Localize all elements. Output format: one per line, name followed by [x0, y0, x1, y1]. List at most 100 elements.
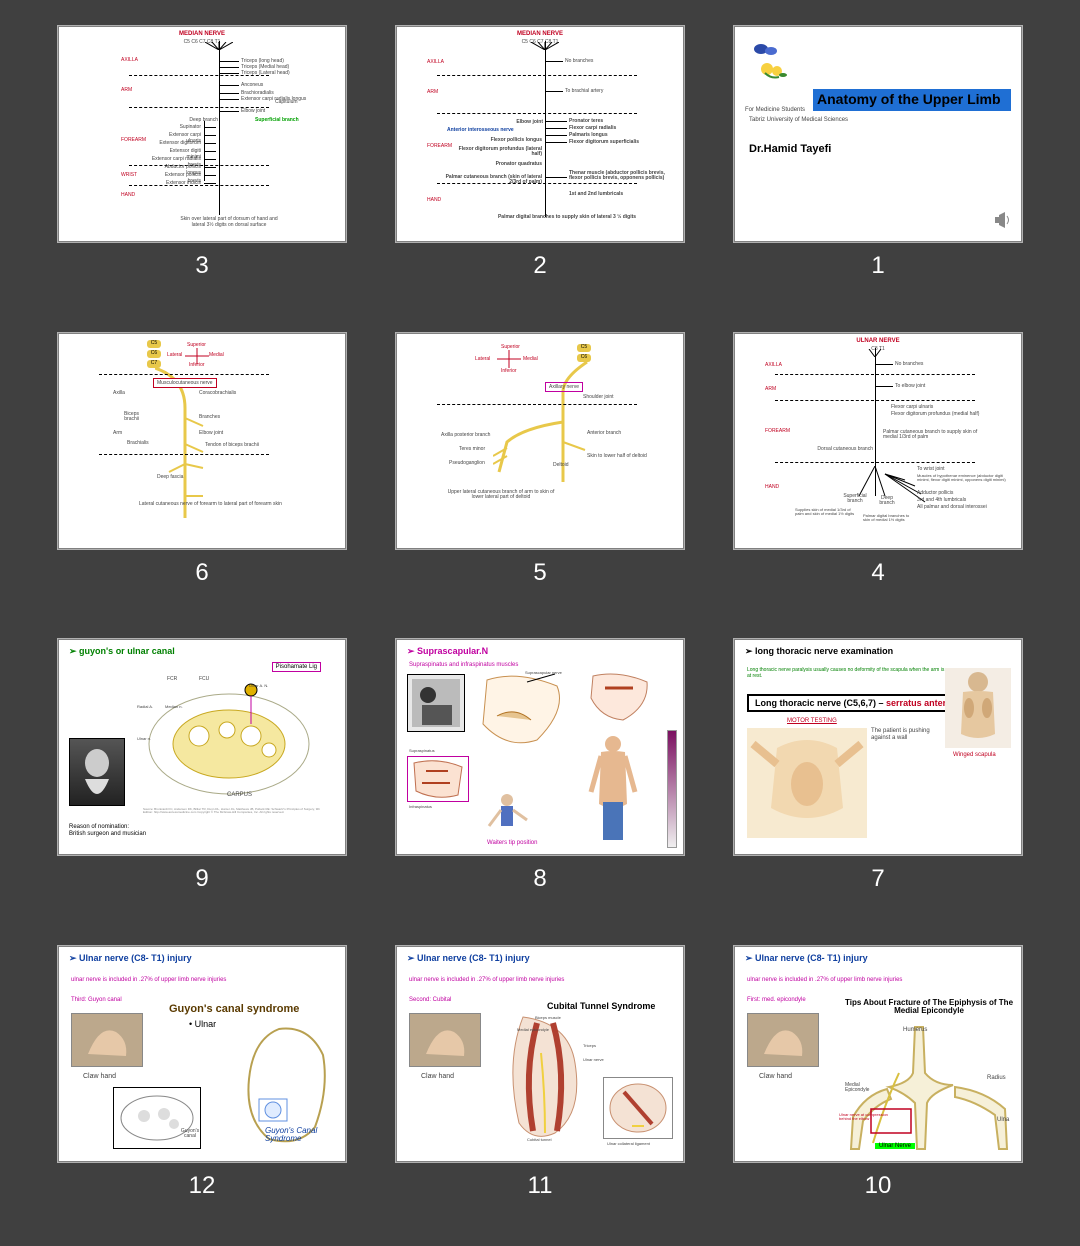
region-label: ARM	[765, 386, 776, 392]
muscle-diagram	[407, 756, 469, 802]
subtitle2: Third: Guyon canal	[71, 997, 122, 1003]
subtitle: For Medicine Students	[745, 107, 805, 113]
slide-number: 9	[195, 865, 208, 893]
bullet-icon: ➢	[407, 646, 417, 656]
branch-label: Superficial branch	[255, 117, 299, 123]
subtitle: ulnar nerve is included in .27% of upper…	[409, 977, 564, 983]
slide-thumbnail[interactable]: Superior Lateral Medial Inferior C5 C6 A…	[396, 333, 684, 549]
bullet-icon: ➢	[407, 953, 417, 963]
region-label: AXILLA	[765, 362, 782, 368]
slide-cell-9[interactable]: ➢ guyon's or ulnar canal Pisohamate Lig …	[46, 639, 358, 900]
slide-title: ➢ Ulnar nerve (C8- T1) injury	[745, 953, 868, 964]
slide-cell-1[interactable]: Anatomy of the Upper Limb For Medicine S…	[722, 26, 1034, 287]
title-text: Ulnar nerve (C8- T1) injury	[417, 953, 530, 963]
branch-label: No branches	[565, 58, 593, 64]
branch-label: Elbow joint	[505, 119, 543, 125]
slide-thumbnail[interactable]: ➢ guyon's or ulnar canal Pisohamate Lig …	[58, 639, 346, 855]
diagram-label: Anterior branch	[587, 430, 621, 436]
diagram-label: Triceps	[583, 1043, 596, 1048]
region-label: HAND	[427, 197, 441, 203]
diagram-label: Infraspinatus	[409, 804, 432, 809]
diagram-label: Skin to lower half of deltoid	[587, 454, 657, 460]
bullet-icon: ➢	[69, 953, 79, 963]
compass-right: Medial	[209, 352, 224, 358]
slide-thumbnail[interactable]: ➢ Suprascapular.N Supraspinatus and infr…	[396, 639, 684, 855]
slide-thumbnail[interactable]: ➢ long thoracic nerve examination Long t…	[734, 639, 1022, 855]
slide-cell-6[interactable]: Superior Lateral Medial Inferior C5 C6 C…	[46, 333, 358, 594]
branch-label: Flexor carpi radialis	[569, 125, 616, 131]
branch-label: Palmaris longus	[569, 132, 608, 138]
slide-thumbnail[interactable]: ➢ Ulnar nerve (C8- T1) injury ulnar nerv…	[58, 946, 346, 1162]
bottom-note: Palmar digital branches to supply skin o…	[487, 215, 647, 221]
slide-thumbnail[interactable]: Anatomy of the Upper Limb For Medicine S…	[734, 26, 1022, 242]
slide-thumbnail[interactable]: ULNAR NERVE C8 T1 AXILLA ARM FOREARM HAN…	[734, 333, 1022, 549]
bullet-icon: ➢	[745, 953, 755, 963]
diagram-label: Cubital tunnel	[527, 1137, 551, 1142]
diagram-label: Teres minor	[459, 446, 485, 452]
branch-label: Palmar cutaneous branch (skin of lateral…	[445, 175, 542, 186]
slide-title: ➢ Suprascapular.N	[407, 646, 488, 657]
diagram-label: FCU	[199, 676, 209, 682]
slide-thumbnail[interactable]: ➢ Ulnar nerve (C8- T1) injury ulnar nerv…	[396, 946, 684, 1162]
caption: Waiters tip position	[487, 840, 537, 846]
root: C5	[577, 344, 591, 352]
diagram-label: Supraspinatus	[409, 748, 435, 753]
author-label: Dr.Hamid Tayefi	[749, 143, 831, 155]
photo-push-wall	[747, 728, 867, 838]
motor-testing: MOTOR TESTING	[787, 718, 837, 724]
branch-label: To elbow joint	[895, 383, 925, 389]
branch-label: Pronator quadratus	[457, 161, 542, 167]
slide-number: 12	[189, 1172, 216, 1200]
slide-thumbnail[interactable]: Superior Lateral Medial Inferior C5 C6 C…	[58, 333, 346, 549]
slide-thumbnail[interactable]: MEDIAN NERVE C5 C6 C7 C8 T1 AXILLA ARM F…	[58, 26, 346, 242]
slide-cell-5[interactable]: Superior Lateral Medial Inferior C5 C6 A…	[384, 333, 696, 594]
speaker-icon	[993, 212, 1011, 233]
title-bar: Anatomy of the Upper Limb	[813, 89, 1011, 111]
region-label: ARM	[427, 89, 438, 95]
region-label: FOREARM	[121, 137, 146, 143]
branch-label: Extensor indicis	[159, 180, 201, 186]
branch-label: Muscles of hypothenar eminence (abductor…	[917, 474, 1012, 482]
branch-label: No branches	[895, 361, 923, 367]
region-label: AXILLA	[121, 57, 138, 63]
cross-section-image: CARPUS	[139, 666, 319, 806]
branch-label: Pronator teres	[569, 118, 603, 124]
claw-hand-photo	[71, 1013, 143, 1067]
diagram-label: Tendon of biceps brachii	[205, 442, 259, 448]
slide-cell-8[interactable]: ➢ Suprascapular.N Supraspinatus and infr…	[384, 639, 696, 900]
region-label: FOREARM	[765, 428, 790, 434]
slide-number: 6	[195, 559, 208, 587]
slide-cell-10[interactable]: ➢ Ulnar nerve (C8- T1) injury ulnar nerv…	[722, 946, 1034, 1207]
slide-cell-2[interactable]: MEDIAN NERVE C5 C6 C7 C8 T1 AXILLA ARM F…	[384, 26, 696, 287]
slide-cell-11[interactable]: ➢ Ulnar nerve (C8- T1) injury ulnar nerv…	[384, 946, 696, 1207]
scapula-diagram: Suprascapular nerve	[467, 670, 577, 754]
root: C6	[147, 350, 161, 358]
body-text: The patient is pushing against a wall	[871, 728, 931, 742]
diagram-label: Humerus	[903, 1027, 927, 1033]
left-caption: Claw hand	[421, 1073, 454, 1080]
slide-cell-7[interactable]: ➢ long thoracic nerve examination Long t…	[722, 639, 1034, 900]
root: C5	[147, 340, 161, 348]
slide-cell-12[interactable]: ➢ Ulnar nerve (C8- T1) injury ulnar nerv…	[46, 946, 358, 1207]
diagram-label: Guyon's canal	[175, 1129, 205, 1140]
slide-number: 5	[533, 559, 546, 587]
branch-label: Capitulum	[275, 99, 298, 105]
region-label: WRIST	[121, 172, 137, 178]
slide-thumbnail[interactable]: ➢ Ulnar nerve (C8- T1) injury ulnar nerv…	[734, 946, 1022, 1162]
branch-label: Flexor carpi ulnaris	[891, 404, 933, 410]
branch-label: Flexor pollicis longus	[457, 137, 542, 143]
diagram-label: Ulnar nerve at compression behind the el…	[839, 1113, 889, 1121]
slide-title: ➢ guyon's or ulnar canal	[69, 646, 175, 657]
dash-line	[99, 374, 269, 375]
credits: Source: Brunicardi FC, Andersen DK, Bill…	[143, 808, 323, 815]
slide-cell-3[interactable]: MEDIAN NERVE C5 C6 C7 C8 T1 AXILLA ARM F…	[46, 26, 358, 287]
torso-image	[583, 734, 643, 844]
left-caption: Claw hand	[759, 1073, 792, 1080]
nerve-box: Musculocutaneous nerve	[153, 378, 217, 388]
branch-label: Deep branch	[875, 496, 899, 507]
slide-cell-4[interactable]: ULNAR NERVE C8 T1 AXILLA ARM FOREARM HAN…	[722, 333, 1034, 594]
diagram-label: Ulnar A. N.	[249, 684, 269, 688]
box-left: Long thoracic nerve (C5,6,7) –	[755, 698, 886, 708]
right-caption: Winged scapula	[953, 752, 996, 758]
slide-thumbnail[interactable]: MEDIAN NERVE C5 C6 C7 C8 T1 AXILLA ARM F…	[396, 26, 684, 242]
